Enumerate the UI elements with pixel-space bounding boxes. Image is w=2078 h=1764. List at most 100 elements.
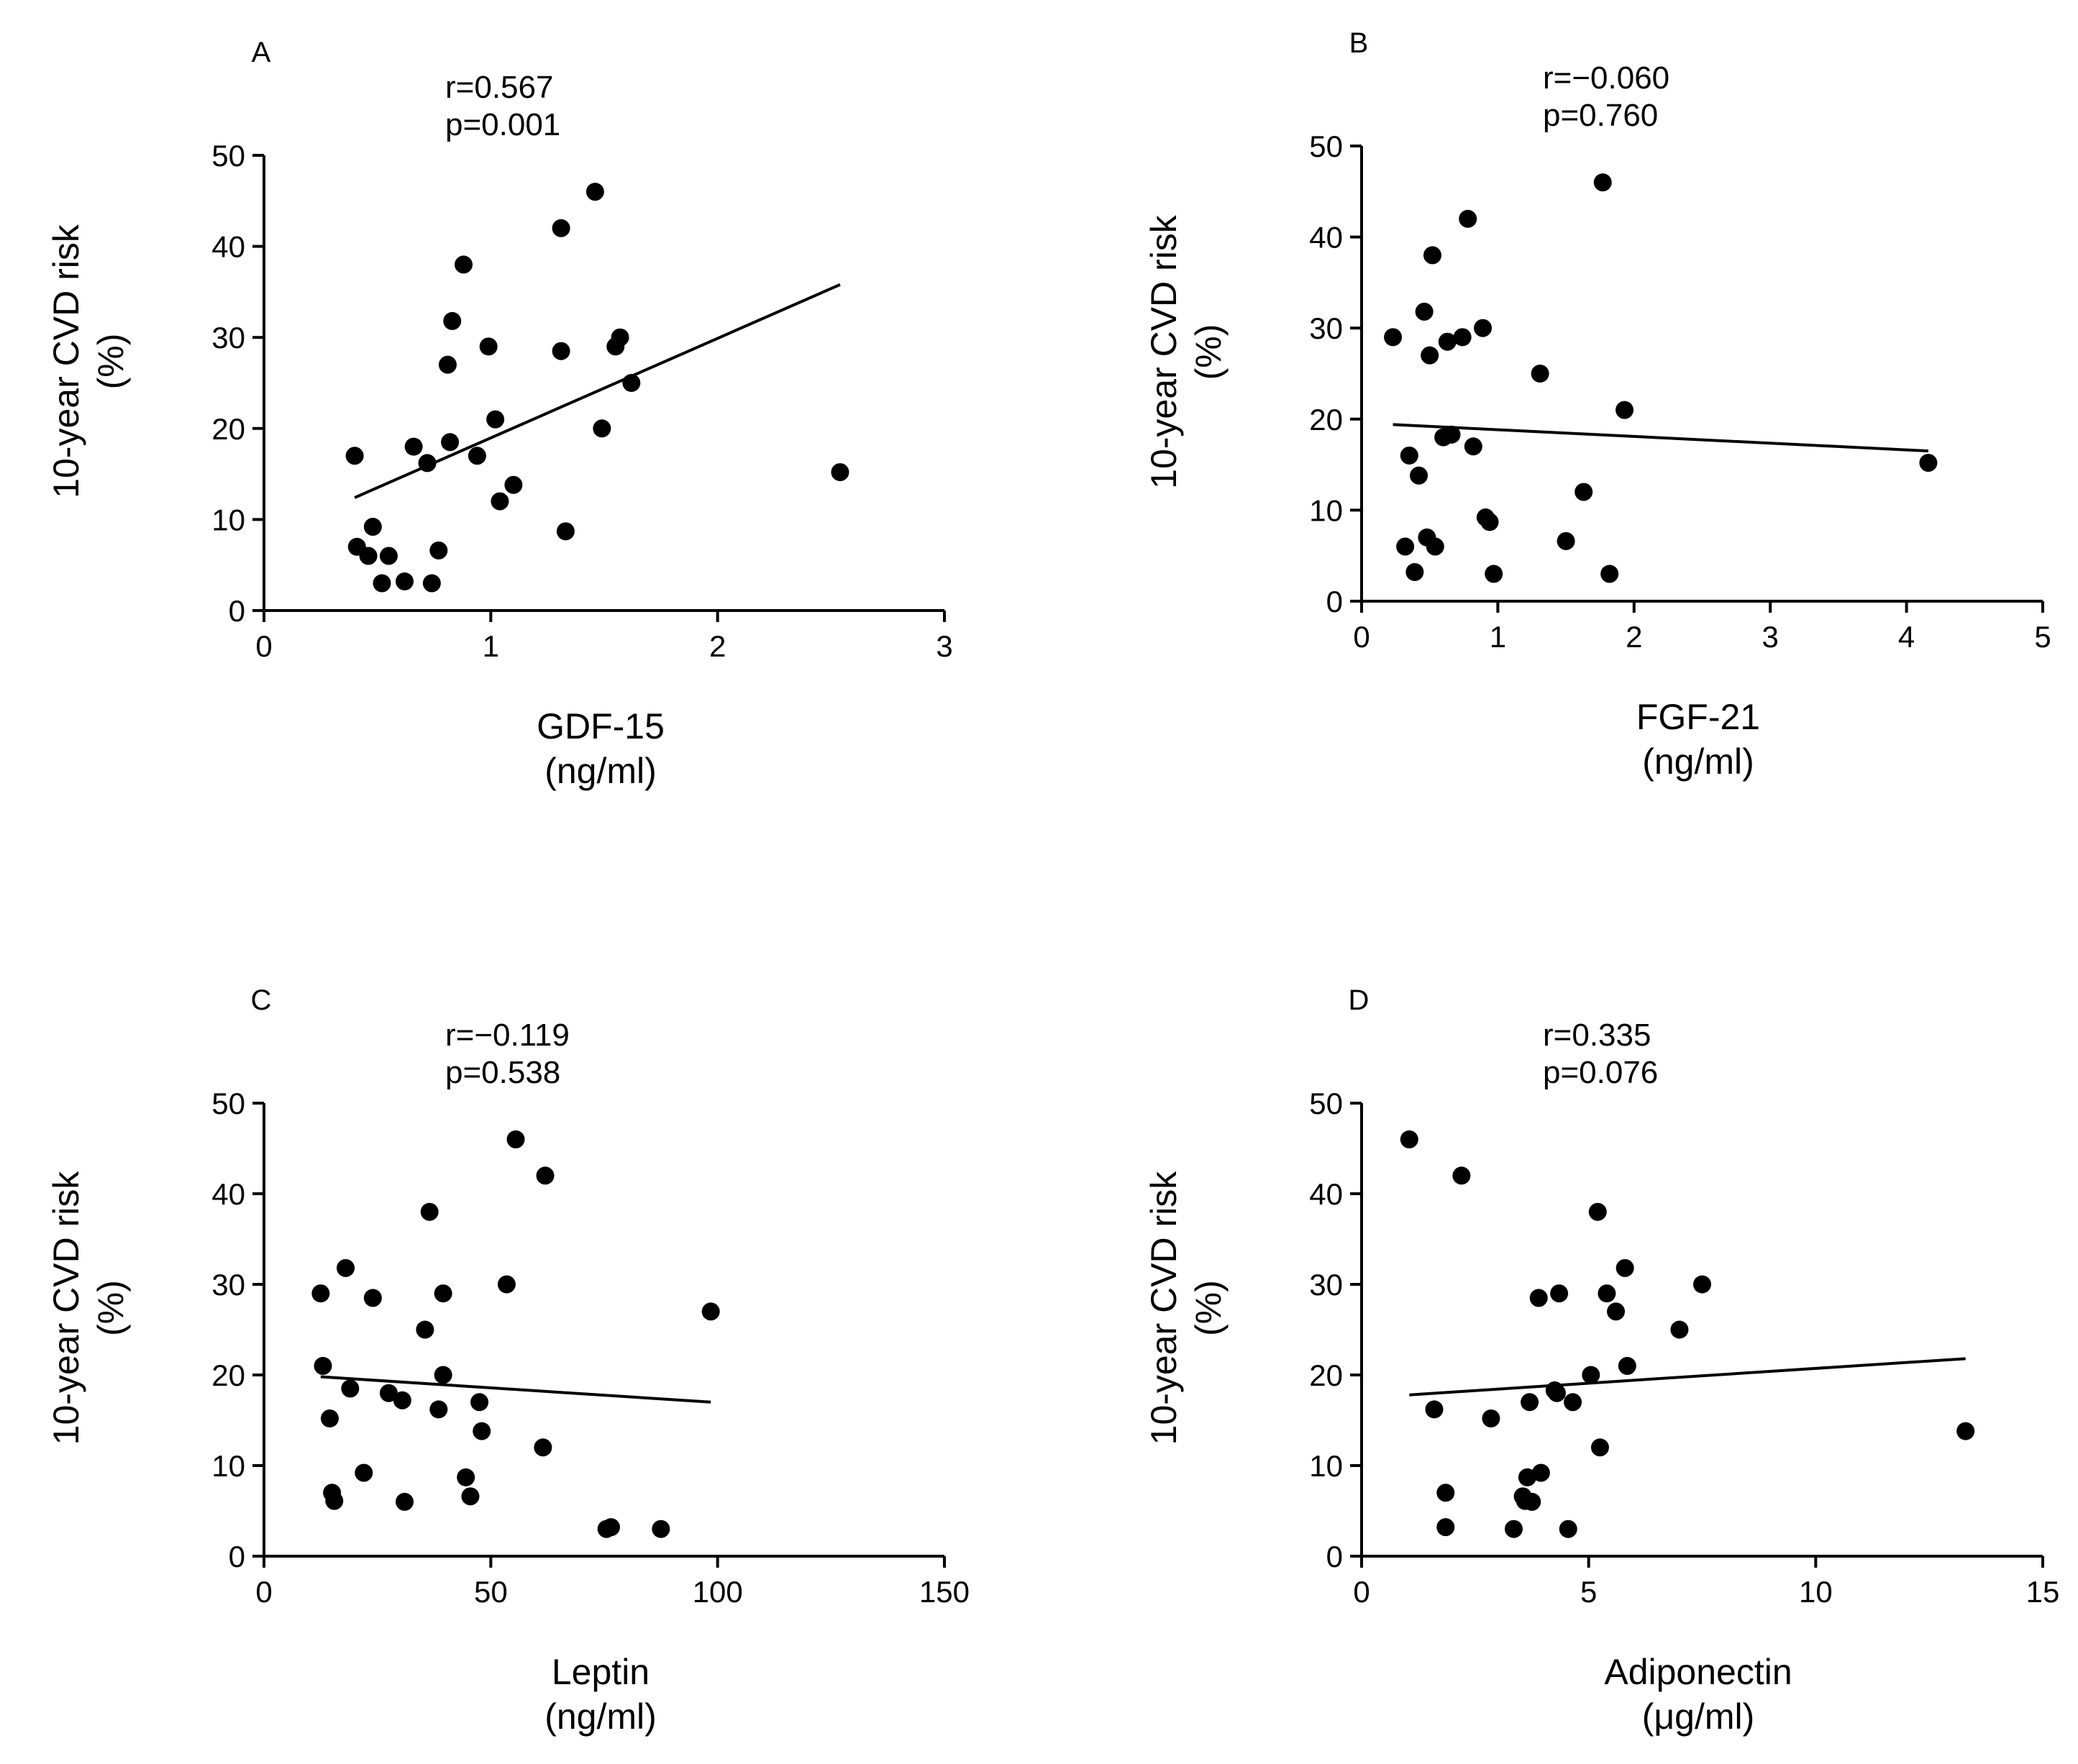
data-point bbox=[1616, 401, 1634, 419]
y-tick-label: 10 bbox=[211, 1449, 245, 1483]
data-point bbox=[497, 1275, 516, 1294]
data-point bbox=[1618, 1356, 1636, 1375]
data-point bbox=[422, 574, 441, 593]
data-point bbox=[1436, 1484, 1455, 1502]
data-point bbox=[420, 1202, 439, 1221]
p-value: p=0.760 bbox=[1543, 98, 1658, 133]
data-point bbox=[461, 1487, 480, 1506]
data-point bbox=[1919, 454, 1938, 472]
data-point bbox=[1557, 531, 1575, 550]
data-point bbox=[416, 1320, 434, 1339]
data-point bbox=[441, 433, 460, 452]
data-point bbox=[1459, 209, 1477, 228]
y-axis-title: 10-year CVD risk bbox=[1144, 1171, 1184, 1445]
y-axis-title: 10-year CVD risk bbox=[46, 224, 86, 498]
x-tick-label: 0 bbox=[255, 629, 272, 663]
x-axis-unit: (ng/ml) bbox=[544, 1696, 657, 1737]
r-value: r=0.335 bbox=[1543, 1018, 1651, 1053]
y-tick-label: 50 bbox=[211, 1087, 245, 1120]
y-tick-label: 20 bbox=[211, 1358, 245, 1392]
x-tick-label: 4 bbox=[1898, 620, 1915, 654]
data-point bbox=[1547, 1384, 1566, 1402]
data-point bbox=[1550, 1284, 1569, 1303]
data-point bbox=[1396, 537, 1415, 556]
x-axis-title: GDF-15 bbox=[537, 706, 665, 746]
data-point bbox=[1521, 1393, 1539, 1412]
r-value: r=−0.119 bbox=[445, 1018, 570, 1053]
y-tick-label: 40 bbox=[1309, 1177, 1343, 1211]
data-point bbox=[468, 447, 486, 465]
y-tick-label: 0 bbox=[229, 1540, 245, 1573]
x-tick-label: 0 bbox=[1353, 1575, 1370, 1609]
x-tick-label: 5 bbox=[1580, 1575, 1597, 1609]
data-point bbox=[325, 1491, 344, 1510]
x-tick-label: 1 bbox=[483, 629, 499, 663]
data-point bbox=[622, 374, 641, 392]
data-point bbox=[314, 1356, 332, 1375]
data-point bbox=[1582, 1366, 1600, 1384]
data-point bbox=[1518, 1468, 1536, 1486]
data-point bbox=[593, 419, 611, 438]
x-tick-label: 150 bbox=[919, 1575, 970, 1609]
data-point bbox=[379, 1384, 398, 1402]
data-point bbox=[434, 1284, 452, 1303]
data-point bbox=[1442, 425, 1461, 444]
data-point bbox=[1421, 346, 1439, 365]
data-point bbox=[418, 454, 437, 472]
data-point bbox=[373, 574, 391, 593]
data-point bbox=[831, 463, 849, 482]
y-tick-label: 30 bbox=[211, 321, 245, 355]
data-point bbox=[1593, 173, 1612, 192]
regression-line bbox=[320, 1375, 711, 1404]
regression-line bbox=[1409, 1357, 1966, 1397]
y-tick-label: 30 bbox=[1309, 311, 1343, 345]
data-point bbox=[491, 492, 509, 511]
x-tick-label: 2 bbox=[709, 629, 726, 663]
y-tick-label: 40 bbox=[1309, 221, 1343, 255]
data-point bbox=[345, 447, 364, 465]
y-axis-title: 10-year CVD risk bbox=[46, 1171, 86, 1445]
data-point bbox=[1423, 246, 1441, 265]
data-point bbox=[1559, 1519, 1577, 1538]
y-tick-label: 50 bbox=[1309, 1087, 1343, 1120]
x-tick-label: 100 bbox=[693, 1575, 743, 1609]
data-point bbox=[1956, 1422, 1975, 1440]
x-axis-unit: (ng/ml) bbox=[1642, 741, 1754, 782]
x-tick-label: 0 bbox=[1353, 620, 1370, 654]
y-axis-unit: (%) bbox=[1188, 324, 1229, 380]
panel-label: D bbox=[1349, 984, 1370, 1016]
data-point bbox=[443, 311, 462, 330]
y-tick-label: 40 bbox=[211, 1177, 245, 1211]
data-point bbox=[1400, 1130, 1418, 1148]
y-tick-label: 50 bbox=[1309, 129, 1343, 163]
y-tick-label: 40 bbox=[211, 230, 245, 264]
data-point bbox=[601, 1518, 620, 1537]
data-point bbox=[393, 1391, 411, 1409]
y-tick-label: 30 bbox=[1309, 1268, 1343, 1302]
y-tick-label: 20 bbox=[211, 412, 245, 446]
regression-line bbox=[1393, 423, 1929, 453]
data-point bbox=[1405, 562, 1424, 581]
data-point bbox=[652, 1519, 670, 1538]
x-axis-title: FGF-21 bbox=[1636, 697, 1760, 737]
data-point bbox=[701, 1302, 720, 1321]
data-point bbox=[1564, 1393, 1582, 1412]
x-tick-label: 0 bbox=[255, 1575, 272, 1609]
data-point bbox=[1426, 537, 1444, 556]
data-point bbox=[363, 1289, 382, 1307]
x-tick-label: 3 bbox=[936, 629, 952, 663]
data-point bbox=[1464, 437, 1482, 456]
data-point bbox=[457, 1468, 475, 1486]
panel-label: C bbox=[251, 984, 272, 1016]
p-value: p=0.076 bbox=[1543, 1055, 1658, 1090]
data-point bbox=[1438, 332, 1457, 351]
data-point bbox=[1410, 466, 1428, 485]
data-point bbox=[479, 337, 498, 356]
data-point bbox=[1436, 1518, 1455, 1537]
r-value: r=−0.060 bbox=[1543, 60, 1669, 96]
p-value: p=0.001 bbox=[445, 107, 560, 142]
